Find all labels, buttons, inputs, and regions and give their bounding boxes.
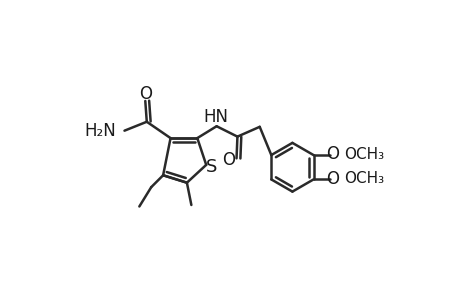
Text: HN: HN — [203, 108, 228, 126]
Text: S: S — [206, 158, 217, 176]
Text: OCH₃: OCH₃ — [344, 147, 384, 162]
Text: OCH₃: OCH₃ — [344, 171, 384, 186]
Text: H₂N: H₂N — [84, 122, 116, 140]
Text: O: O — [325, 170, 338, 188]
Text: O: O — [325, 146, 338, 164]
Text: O: O — [221, 151, 234, 169]
Text: O: O — [139, 85, 151, 103]
